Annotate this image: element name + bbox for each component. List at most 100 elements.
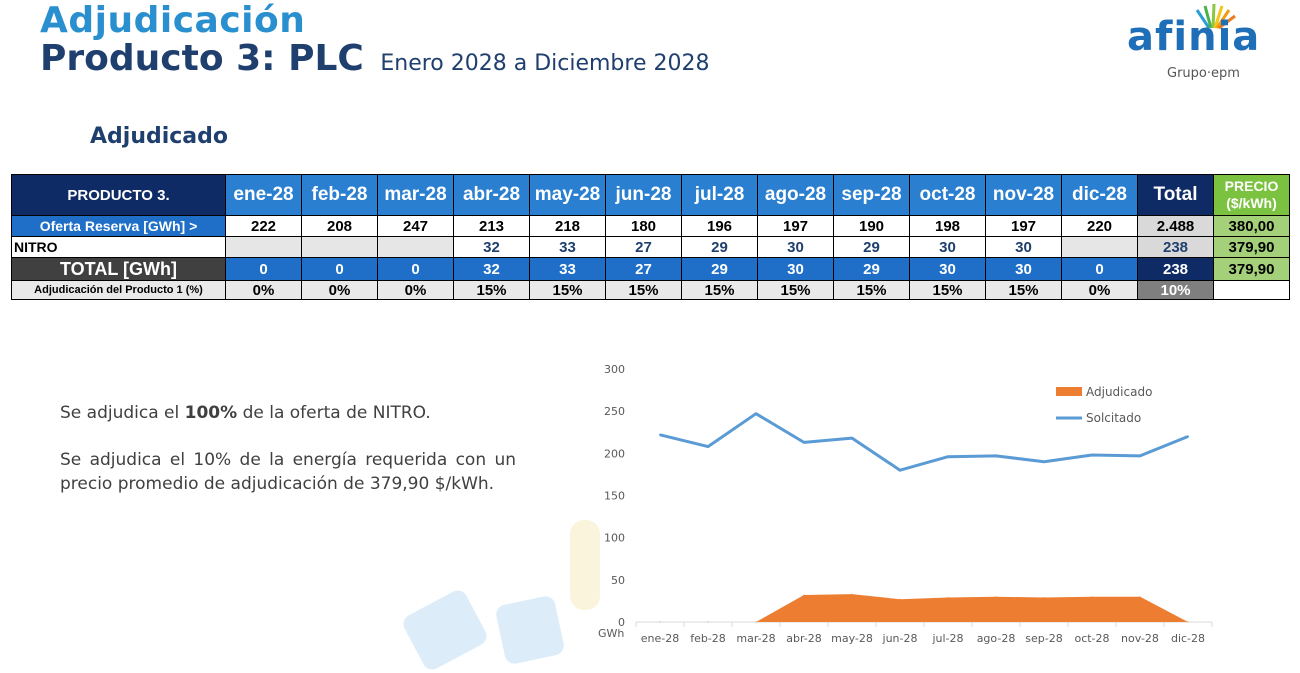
row-label: Oferta Reserva [GWh] > [11,215,226,237]
table-cell: 0% [301,280,378,300]
table-row-nitro: NITRO 32 33 27 29 30 29 30 30 238 379,90 [11,236,1290,258]
x-tick-label: feb-28 [690,632,726,645]
table-cell: 15% [529,280,606,300]
row-price [1213,280,1290,300]
x-tick-label: nov-28 [1121,632,1159,645]
y-tick-label: 150 [604,490,625,503]
line-point [851,437,853,440]
row-price: 379,90 [1213,257,1290,281]
table-cell: 29 [833,236,910,258]
table-cell: 29 [833,257,910,281]
area-series-adjudicado [660,594,1188,622]
line-point [1187,435,1189,438]
table-cell: 15% [681,280,758,300]
watermark-shape [400,587,490,673]
y-tick-label: 50 [611,574,625,587]
table-cell: 0% [225,280,302,300]
area-point [995,596,997,598]
table-cell: 15% [605,280,682,300]
table-cell [225,236,302,258]
x-tick-label: abr-28 [786,632,822,645]
table-cell: 30 [909,236,986,258]
line-point [947,455,949,458]
watermark-shape [570,520,600,610]
x-tick-label: ene-28 [641,632,679,645]
line-point [1043,460,1045,463]
table-cell: 27 [605,236,682,258]
y-tick-label: 100 [604,532,625,545]
p1-pre: Se adjudica el [60,403,185,423]
table-cell: 196 [681,215,758,237]
table-cell [1061,236,1138,258]
page-title: Adjudicación [40,0,306,41]
month-header: ene-28 [225,174,302,216]
x-tick-label: jul-28 [931,632,963,645]
table-cell: 15% [985,280,1062,300]
month-header: sep-28 [833,174,910,216]
price-header-line2: ($/kWh) [1226,195,1277,211]
table-cell: 32 [453,257,530,281]
line-point [707,445,709,448]
table-cell: 0% [377,280,454,300]
table-cell: 15% [909,280,986,300]
row-total: 238 [1137,236,1214,258]
product-title: Producto 3: PLC [40,38,364,79]
table-cell: 29 [681,236,758,258]
month-header: nov-28 [985,174,1062,216]
paragraph-nitro: Se adjudica el 100% de la oferta de NITR… [60,401,516,425]
area-point [947,597,949,599]
table-row-total: TOTAL [GWh] 0 0 0 32 33 27 29 30 29 30 3… [11,257,1290,281]
area-point [851,593,853,595]
area-point [803,594,805,596]
table-cell [301,236,378,258]
area-point [1139,596,1141,598]
adjudication-chart: 0 50 100 150 200 250 300 GWh ene-28 feb-28 mar-28 a… [598,363,1213,645]
row-label: NITRO [11,236,226,258]
p1-post: de la oferta de NITRO. [237,403,431,423]
y-tick-label: 300 [604,363,625,376]
row-total: 2.488 [1137,215,1214,237]
area-point [899,598,901,600]
table-cell: 15% [757,280,834,300]
table-cell: 190 [833,215,910,237]
row-total: 10% [1137,280,1214,300]
total-header: Total [1137,174,1214,216]
table-cell: 180 [605,215,682,237]
x-tick-label: sep-28 [1025,632,1062,645]
row-price: 380,00 [1213,215,1290,237]
paragraph-summary: Se adjudica el 10% de la energía requeri… [60,450,516,494]
month-header: abr-28 [453,174,530,216]
area-point [707,621,709,623]
table-cell: 33 [529,257,606,281]
period-label: Enero 2028 a Diciembre 2028 [380,51,710,76]
table-cell: 15% [453,280,530,300]
month-header: oct-28 [909,174,986,216]
table-cell: 27 [605,257,682,281]
month-header: ago-28 [757,174,834,216]
logo-wordmark: afinia [1127,14,1261,60]
x-tick-label: oct-28 [1074,632,1109,645]
row-label: TOTAL [GWh] [11,257,226,281]
area-point [1043,597,1045,599]
x-tick-label: may-28 [831,632,873,645]
product-header: PRODUCTO 3. [11,174,226,216]
price-header-line1: PRECIO [1224,178,1279,194]
page-subtitle: Producto 3: PLC Enero 2028 a Diciembre 2… [40,38,709,79]
legend-swatch-adjudicado [1056,387,1082,396]
table-cell: 30 [985,236,1062,258]
table-row-percent: Adjudicación del Producto 1 (%) 0% 0% 0%… [11,280,1290,300]
logo-sunburst-icon [1195,3,1236,30]
table-cell [377,236,454,258]
line-point [755,412,757,415]
month-header: dic-28 [1061,174,1138,216]
table-cell: 0 [225,257,302,281]
y-tick-label: 250 [604,405,625,418]
table-cell: 30 [985,257,1062,281]
p1-bold: 100% [184,403,238,423]
line-point [899,469,901,472]
table-cell: 30 [757,236,834,258]
month-header: jun-28 [605,174,682,216]
row-label: Adjudicación del Producto 1 (%) [11,280,226,300]
legend-label-adjudicado: Adjudicado [1086,385,1152,399]
y-tick-label: 0 [618,616,625,629]
